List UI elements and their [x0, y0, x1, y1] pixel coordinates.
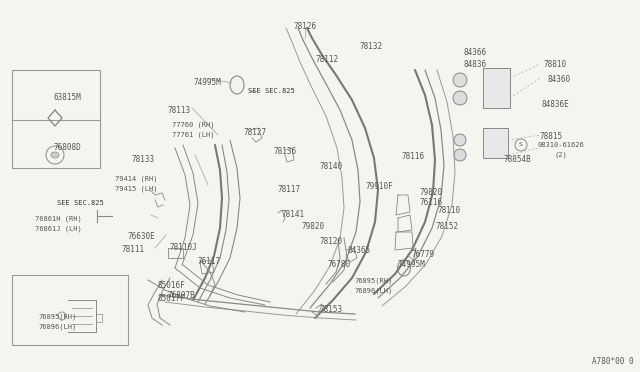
Text: 79820: 79820: [420, 188, 443, 197]
Text: 78113: 78113: [168, 106, 191, 115]
Text: 76630E: 76630E: [127, 232, 155, 241]
Text: 78117: 78117: [277, 185, 300, 194]
Text: SEE SEC.825: SEE SEC.825: [248, 88, 295, 94]
Circle shape: [454, 134, 466, 146]
Ellipse shape: [51, 152, 59, 158]
Text: 76808D: 76808D: [53, 143, 81, 152]
Text: 78126: 78126: [293, 22, 317, 31]
Text: 78111: 78111: [122, 245, 145, 254]
Text: 78136: 78136: [274, 147, 297, 156]
Text: 76895(RH): 76895(RH): [38, 313, 76, 320]
Circle shape: [453, 73, 467, 87]
Text: 78133: 78133: [132, 155, 155, 164]
Text: 84365: 84365: [347, 246, 370, 255]
Text: 76896(LH): 76896(LH): [354, 288, 392, 295]
Text: 78810: 78810: [543, 60, 566, 69]
Text: 76861H (RH): 76861H (RH): [35, 215, 82, 221]
Text: 78110J: 78110J: [169, 243, 196, 252]
Text: 84836: 84836: [463, 60, 486, 69]
Text: 85017F: 85017F: [157, 294, 185, 303]
Text: 76116: 76116: [420, 198, 443, 207]
Text: 85016F: 85016F: [157, 281, 185, 290]
Text: 78116: 78116: [402, 152, 425, 161]
Text: 79910F: 79910F: [365, 182, 393, 191]
Text: 79414 (RH): 79414 (RH): [115, 175, 157, 182]
Text: 84366: 84366: [463, 48, 486, 57]
Text: 77761 (LH): 77761 (LH): [172, 132, 214, 138]
Text: 76896(LH): 76896(LH): [38, 323, 76, 330]
Text: 76780: 76780: [328, 260, 351, 269]
Text: 79415 (LH): 79415 (LH): [115, 185, 157, 192]
Text: 84836E: 84836E: [542, 100, 570, 109]
Text: 78140: 78140: [319, 162, 342, 171]
Text: 77760 (RH): 77760 (RH): [172, 122, 214, 128]
Text: 78854B: 78854B: [504, 155, 532, 164]
Text: 76861J (LH): 76861J (LH): [35, 225, 82, 231]
Text: A780*00 0: A780*00 0: [593, 357, 634, 366]
Text: (2): (2): [555, 152, 568, 158]
Text: 76897B: 76897B: [168, 291, 196, 300]
Text: 78141: 78141: [282, 210, 305, 219]
Bar: [483, 68, 510, 108]
Text: 79820: 79820: [302, 222, 325, 231]
Text: 78127: 78127: [243, 128, 266, 137]
Text: 76779: 76779: [412, 250, 435, 259]
Text: 84360: 84360: [548, 75, 571, 84]
Text: 76895(RH): 76895(RH): [354, 278, 392, 285]
Text: 08310-61626: 08310-61626: [538, 142, 585, 148]
Circle shape: [454, 149, 466, 161]
Bar: [12, 70, 100, 168]
Bar: [12, 275, 128, 345]
Text: 78120: 78120: [319, 237, 342, 246]
Text: 78152: 78152: [435, 222, 458, 231]
Text: 74995M: 74995M: [398, 260, 426, 269]
Bar: [96, 314, 102, 322]
Text: 78815: 78815: [540, 132, 563, 141]
Text: 63815M: 63815M: [53, 93, 81, 102]
Text: S: S: [519, 142, 523, 148]
Text: 76117: 76117: [198, 257, 221, 266]
Text: 74995M: 74995M: [193, 78, 221, 87]
Text: 78112: 78112: [316, 55, 339, 64]
Text: 78153: 78153: [319, 305, 342, 314]
Text: SEE SEC.825: SEE SEC.825: [57, 200, 104, 206]
Text: 78132: 78132: [360, 42, 383, 51]
Circle shape: [453, 91, 467, 105]
Text: 78110: 78110: [438, 206, 461, 215]
Bar: [483, 128, 508, 158]
